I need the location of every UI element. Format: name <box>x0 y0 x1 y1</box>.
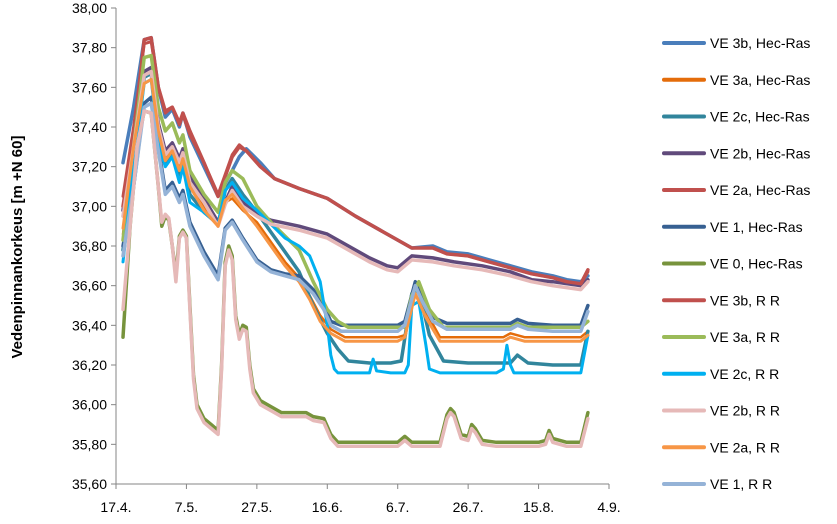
x-tick-label: 17.4. <box>100 499 131 515</box>
y-tick-label: 36,80 <box>72 238 107 254</box>
plot-area: 35,60 35,80 36,00 36,20 36,40 36,60 36,80 37,00… <box>72 0 621 515</box>
legend-label: VE 2c, R R <box>710 366 779 382</box>
y-axis-label: Vedenpinnankorkeus [m +N 60] <box>9 136 26 359</box>
legend-label: VE 2b, R R <box>710 403 780 419</box>
x-tick-label: 7.5. <box>175 499 198 515</box>
legend-item: VE 1, Hec-Ras <box>662 219 803 235</box>
series-line-ve-2c-r-r <box>121 77 590 375</box>
legend: VE 3b, Hec-Ras VE 3a, Hec-Ras VE 2c, Hec-R… <box>662 35 810 492</box>
legend-item: VE 3b, R R <box>662 292 780 308</box>
legend-label: VE 1, Hec-Ras <box>710 219 803 235</box>
series-line-ve-1-hec-ras <box>121 95 590 328</box>
x-tick-label: 27.5. <box>241 499 272 515</box>
series-line-ve-2b-r-r <box>121 69 590 292</box>
legend-label: VE 2c, Hec-Ras <box>710 109 810 125</box>
series-line-ve-3a-r-r <box>121 53 590 330</box>
series-line-ve-1-r-r <box>121 101 590 334</box>
legend-label: VE 2a, Hec-Ras <box>710 182 810 198</box>
legend-item: VE 3a, R R <box>662 329 780 345</box>
legend-label: VE 1, R R <box>710 476 772 492</box>
y-tick-label: 36,60 <box>72 278 107 294</box>
legend-item: VE 2b, Hec-Ras <box>662 145 810 161</box>
legend-label: VE 2a, R R <box>710 439 780 455</box>
y-tick-label: 35,80 <box>72 436 107 452</box>
legend-item: VE 3b, Hec-Ras <box>662 35 810 51</box>
legend-item: VE 2c, Hec-Ras <box>662 109 810 125</box>
legend-item: VE 3a, Hec-Ras <box>662 72 810 88</box>
x-tick-label: 26.7. <box>453 499 484 515</box>
y-tick-label: 36,20 <box>72 357 107 373</box>
legend-label: VE 3b, R R <box>710 292 780 308</box>
legend-item: VE 2a, Hec-Ras <box>662 182 810 198</box>
legend-label: VE 2b, Hec-Ras <box>710 145 810 161</box>
x-tick-label: 16.6. <box>312 499 343 515</box>
x-tick-label: 6.7. <box>386 499 409 515</box>
y-tick-label: 37,40 <box>72 119 107 135</box>
x-tick-label: 15.8. <box>523 499 554 515</box>
legend-label: VE 0, Hec-Ras <box>710 256 803 272</box>
y-tick-label: 37,00 <box>72 198 107 214</box>
legend-item: VE 2c, R R <box>662 366 779 382</box>
legend-item: VE 1, R R <box>662 476 772 492</box>
y-tick-label: 37,60 <box>72 79 107 95</box>
x-tick-label: 4.9. <box>597 499 620 515</box>
legend-label: VE 3a, R R <box>710 329 780 345</box>
legend-label: VE 3a, Hec-Ras <box>710 72 810 88</box>
y-tick-label: 35,60 <box>72 476 107 492</box>
series-line-unlabeled-13 <box>121 109 590 449</box>
series-line-ve-3b-r-r <box>121 40 590 286</box>
series-line-ve-3b-hec-ras <box>121 35 590 284</box>
legend-label: VE 3b, Hec-Ras <box>710 35 810 51</box>
legend-item: VE 0, Hec-Ras <box>662 256 803 272</box>
legend-item: VE 2b, R R <box>662 403 780 419</box>
legend-item: VE 2a, R R <box>662 439 780 455</box>
y-tick-label: 37,80 <box>72 40 107 56</box>
y-tick-label: 38,00 <box>72 0 107 16</box>
series-line-ve-2a-r-r <box>121 77 590 343</box>
series-line-ve-3a-hec-ras <box>121 78 590 339</box>
series-line-ve-2a-hec-ras <box>121 35 590 286</box>
y-tick-label: 37,20 <box>72 159 107 175</box>
y-tick-label: 36,40 <box>72 317 107 333</box>
y-tick-label: 36,00 <box>72 397 107 413</box>
